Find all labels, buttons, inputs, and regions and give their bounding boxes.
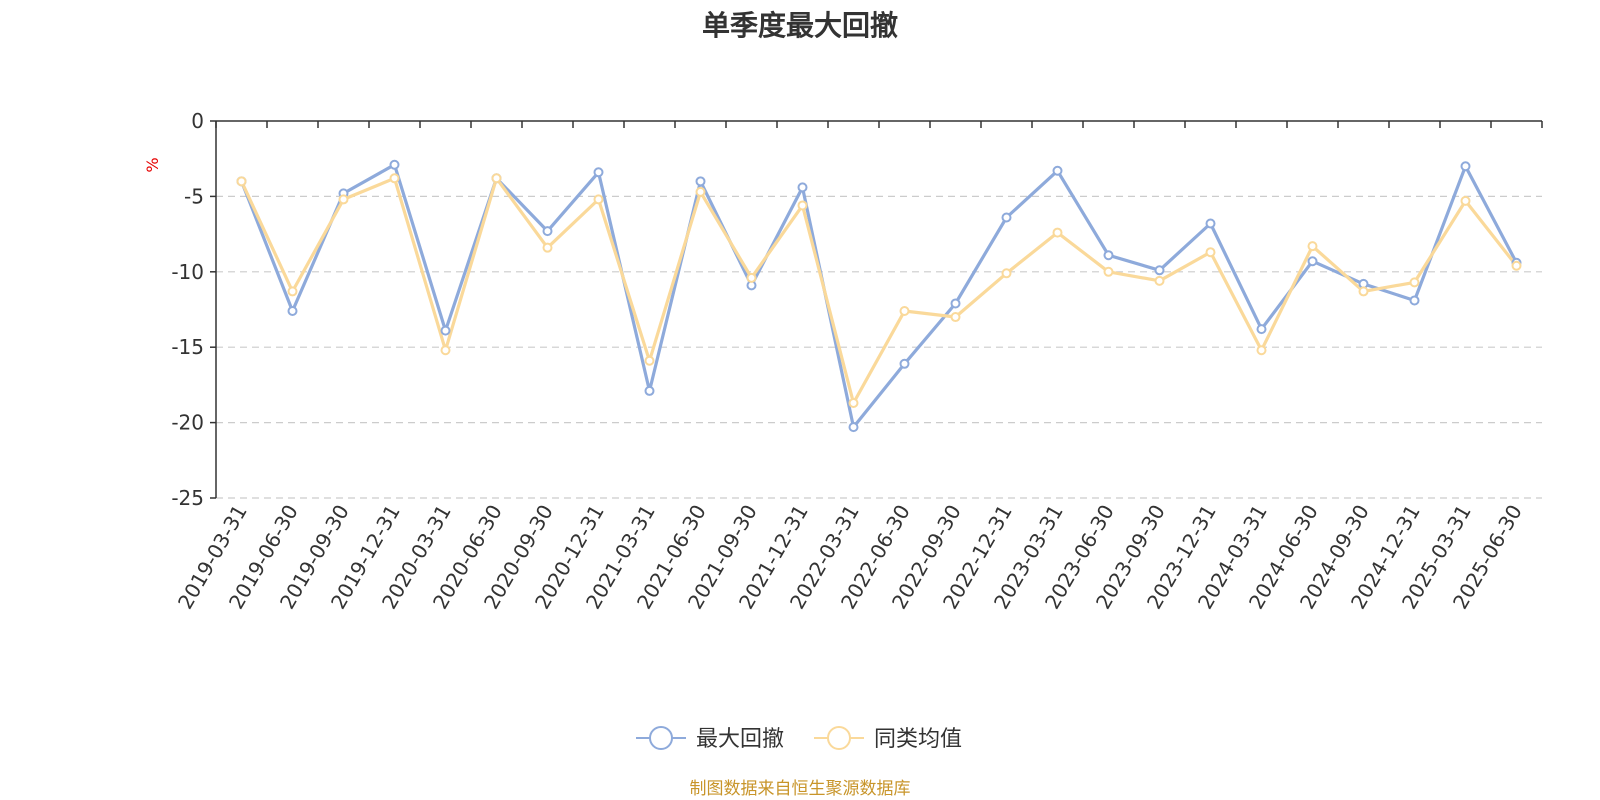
series-1-point[interactable] — [236, 176, 247, 187]
series-0-point[interactable] — [899, 358, 910, 369]
series-0-point[interactable] — [950, 298, 961, 309]
series-0-point[interactable] — [1205, 218, 1216, 229]
y-axis-unit-label: % — [143, 157, 162, 172]
series-0-point[interactable] — [1052, 165, 1063, 176]
series-0-point[interactable] — [542, 226, 553, 237]
series-1-point[interactable] — [1511, 260, 1522, 271]
series-1-point[interactable] — [542, 242, 553, 253]
y-tick-label: 0 — [191, 109, 204, 133]
series-line-1 — [239, 176, 1519, 405]
series-1-point[interactable] — [899, 306, 910, 317]
series-1-point[interactable] — [746, 272, 757, 283]
series-1-point[interactable] — [848, 397, 859, 408]
series-1-point[interactable] — [491, 173, 502, 184]
y-tick-label: -5 — [184, 184, 204, 208]
series-0-point[interactable] — [848, 422, 859, 433]
y-tick-label: -20 — [171, 411, 204, 435]
series-1-point[interactable] — [1052, 227, 1063, 238]
series-1-point[interactable] — [338, 194, 349, 205]
series-0-point[interactable] — [695, 176, 706, 187]
series-0-point[interactable] — [1409, 295, 1420, 306]
series-1-point[interactable] — [695, 186, 706, 197]
series-0-point[interactable] — [287, 306, 298, 317]
series-1-point[interactable] — [1256, 345, 1267, 356]
series-0-point[interactable] — [1001, 212, 1012, 223]
series-1-point[interactable] — [389, 173, 400, 184]
series-1-point[interactable] — [1307, 241, 1318, 252]
chart-title: 单季度最大回撤 — [702, 9, 898, 42]
series-1-point[interactable] — [1103, 266, 1114, 277]
series-1-point[interactable] — [1409, 277, 1420, 288]
legend-label-1[interactable]: 同类均值 — [874, 727, 962, 752]
series-0-point[interactable] — [440, 325, 451, 336]
series-1-point[interactable] — [1154, 275, 1165, 286]
grid-lines — [216, 195, 1542, 499]
legend-marker-1 — [827, 726, 851, 750]
series-1-point[interactable] — [950, 312, 961, 323]
legend-label-0[interactable]: 最大回撤 — [696, 727, 784, 752]
series-0-point[interactable] — [1103, 250, 1114, 261]
series-lines — [236, 159, 1522, 433]
series-1-point[interactable] — [1460, 195, 1471, 206]
series-1-point[interactable] — [1205, 247, 1216, 258]
series-0-point[interactable] — [644, 385, 655, 396]
series-1-point[interactable] — [440, 345, 451, 356]
y-tick-label: -15 — [171, 335, 204, 359]
series-0-point[interactable] — [1154, 265, 1165, 276]
legend-marker-0 — [649, 726, 673, 750]
series-1-point[interactable] — [1001, 268, 1012, 279]
series-0-point[interactable] — [593, 167, 604, 178]
series-0-point[interactable] — [1460, 161, 1471, 172]
series-0-point[interactable] — [389, 159, 400, 170]
series-line-0 — [239, 163, 1519, 429]
y-tick-label: -10 — [171, 260, 204, 284]
legend: 最大回撤 同类均值 — [636, 726, 962, 752]
series-1-point[interactable] — [287, 286, 298, 297]
series-1-point[interactable] — [797, 200, 808, 211]
series-1-point[interactable] — [593, 194, 604, 205]
series-1-point[interactable] — [1358, 286, 1369, 297]
data-source-note: 制图数据来自恒生聚源数据库 — [690, 779, 911, 799]
y-tick-label: -25 — [171, 486, 204, 510]
series-0-point[interactable] — [1256, 324, 1267, 335]
series-0-point[interactable] — [797, 182, 808, 193]
series-1-point[interactable] — [644, 355, 655, 366]
series-0-point[interactable] — [1307, 256, 1318, 267]
